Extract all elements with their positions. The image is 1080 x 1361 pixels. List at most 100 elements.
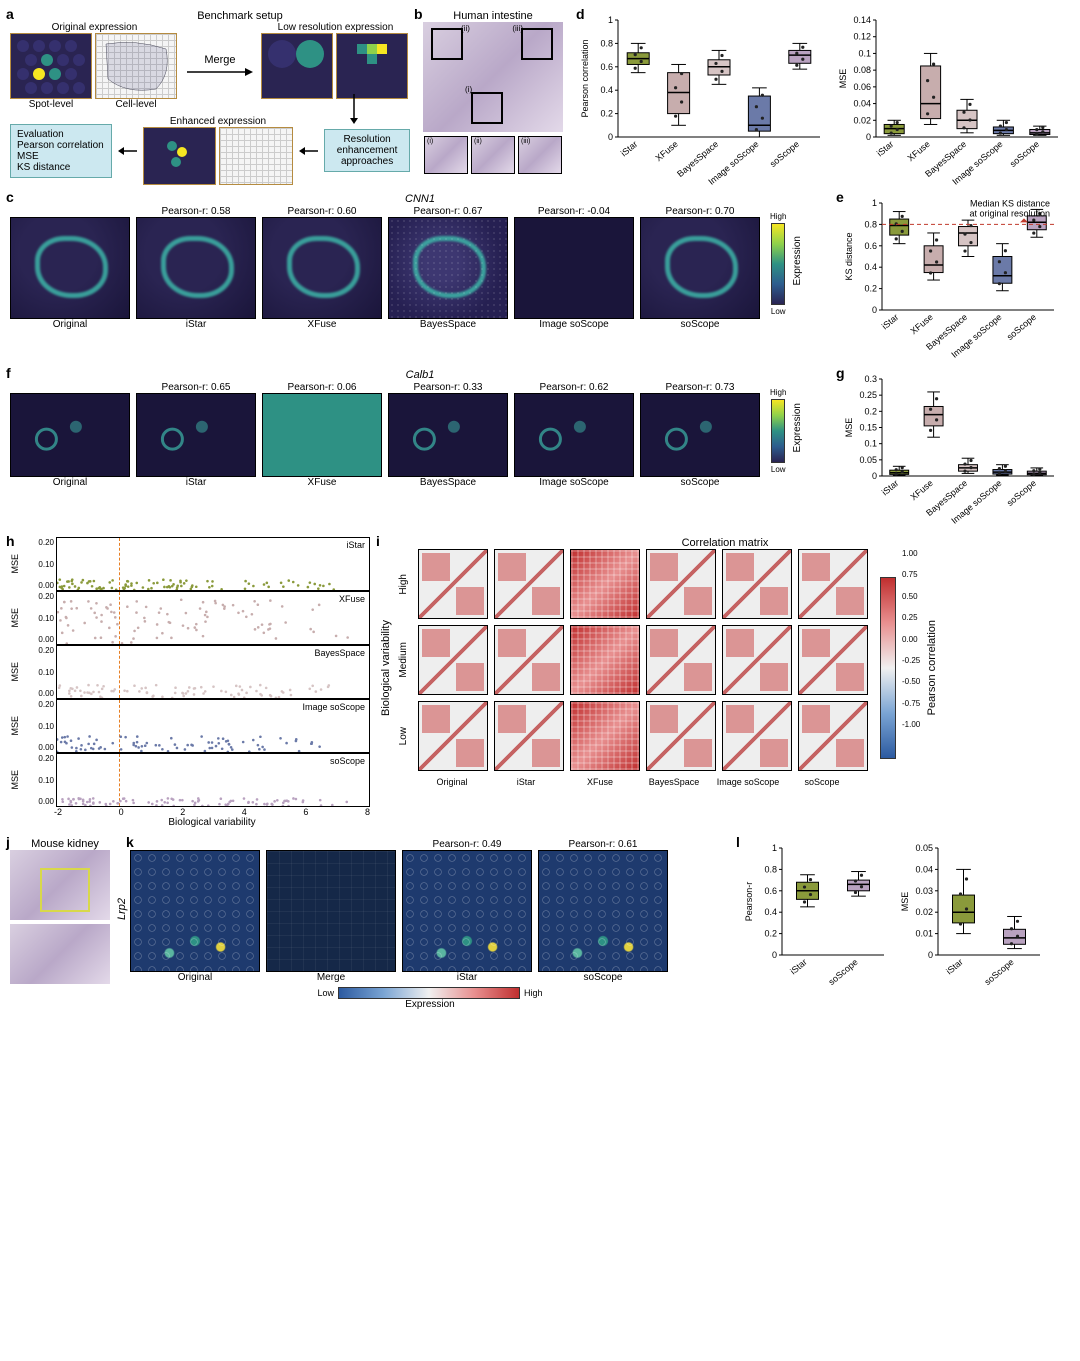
boxplot-e-ks: 00.20.40.60.81KS distanceiStarXFuseBayes… <box>840 193 1060 358</box>
corr-Medium-BayesSpace <box>646 625 716 695</box>
expr-tile-Original <box>10 393 130 477</box>
pearson-label: Pearson-r: 0.67 <box>388 206 508 217</box>
col-label: soScope <box>640 477 760 488</box>
corr-High-BayesSpace <box>646 549 716 619</box>
col-label: iStar <box>136 319 256 330</box>
col-label: XFuse <box>262 319 382 330</box>
pearson-label: Pearson-r: 0.62 <box>514 382 634 393</box>
col-label: Image soScope <box>514 319 634 330</box>
svg-text:0: 0 <box>772 950 777 960</box>
colorbar-expr <box>771 399 785 463</box>
svg-text:MSE: MSE <box>900 892 910 912</box>
scatter-Image-soScope: Image soScope <box>56 699 370 753</box>
label-lowres: Low resolution expression <box>261 22 410 33</box>
col-label: Original <box>10 477 130 488</box>
svg-text:0.08: 0.08 <box>853 65 871 75</box>
boxplot-g-mse: 00.050.10.150.20.250.3MSEiStarXFuseBayes… <box>840 369 1060 524</box>
inset-iii: (iii) <box>518 136 562 174</box>
col-label: soScope <box>640 319 760 330</box>
svg-text:0.2: 0.2 <box>764 929 777 939</box>
enhanced-tile-2 <box>219 127 293 185</box>
svg-text:XFuse: XFuse <box>654 139 680 163</box>
svg-text:0.6: 0.6 <box>864 241 877 251</box>
svg-text:XFuse: XFuse <box>909 478 935 502</box>
pearson-label: Pearson-r: 0.70 <box>640 206 760 217</box>
lowres-spot-tile <box>261 33 333 99</box>
pearson-label: Pearson-r: 0.33 <box>388 382 508 393</box>
col-label: iStar <box>136 477 256 488</box>
svg-text:0.1: 0.1 <box>864 439 877 449</box>
pearson-label: Pearson-r: 0.65 <box>136 382 256 393</box>
corr-Low-XFuse <box>570 701 640 771</box>
spot-level-tile <box>10 33 92 99</box>
scatter-soScope: soScope <box>56 753 370 807</box>
svg-text:soScope: soScope <box>768 139 801 169</box>
svg-text:MSE: MSE <box>838 69 848 89</box>
svg-text:iStar: iStar <box>944 957 965 977</box>
svg-text:0: 0 <box>872 471 877 481</box>
svg-text:iStar: iStar <box>875 139 896 159</box>
expr-tile-soScope <box>640 217 760 319</box>
expr-tile-iStar <box>136 393 256 477</box>
eval-item-1: MSE <box>17 151 105 162</box>
svg-text:XFuse: XFuse <box>906 139 932 163</box>
pearson-label: Pearson-r: 0.06 <box>262 382 382 393</box>
merge-arrow-label: Merge <box>185 54 255 66</box>
svg-text:soScope: soScope <box>983 957 1016 987</box>
cell-level-tile <box>95 33 177 99</box>
panel-j-title: Mouse kidney <box>10 838 120 850</box>
colorbar-k <box>338 987 520 999</box>
svg-text:iStar: iStar <box>788 957 809 977</box>
voro-Merge <box>266 850 396 972</box>
svg-text:0.4: 0.4 <box>864 262 877 272</box>
svg-text:MSE: MSE <box>844 418 854 438</box>
svg-text:0.02: 0.02 <box>853 115 871 125</box>
pearson-label: Pearson-r: 0.60 <box>262 206 382 217</box>
col-label: BayesSpace <box>388 319 508 330</box>
svg-text:0.02: 0.02 <box>915 907 933 917</box>
panel-f-gene: Calb1 <box>10 369 830 381</box>
col-label: Image soScope <box>514 477 634 488</box>
pearson-label: Pearson-r: -0.04 <box>514 206 634 217</box>
svg-text:0.05: 0.05 <box>859 455 877 465</box>
boxplot-l-mse: 00.010.020.030.040.05MSEiStarsoScope <box>896 838 1046 1003</box>
corr-High-soScope <box>798 549 868 619</box>
svg-text:1: 1 <box>772 843 777 853</box>
expr-tile-soScope <box>640 393 760 477</box>
svg-text:1: 1 <box>608 15 613 25</box>
svg-text:XFuse: XFuse <box>909 312 935 336</box>
svg-text:soScope: soScope <box>1008 139 1041 169</box>
svg-text:0.6: 0.6 <box>600 62 613 72</box>
cbar-low-k: Low <box>317 988 334 998</box>
col-label: Original <box>10 319 130 330</box>
lowres-cell-tile <box>336 33 408 99</box>
svg-text:0: 0 <box>872 305 877 315</box>
corr-Low-soScope <box>798 701 868 771</box>
colorbar-pearson <box>880 577 896 759</box>
svg-text:1: 1 <box>872 198 877 208</box>
svg-text:0.6: 0.6 <box>764 886 777 896</box>
panel-k-gene: Lrp2 <box>116 898 128 920</box>
corr-High-Original <box>418 549 488 619</box>
voro-Original <box>130 850 260 972</box>
expr-tile-BayesSpace <box>388 217 508 319</box>
corr-Low-Original <box>418 701 488 771</box>
panel-c-gene: CNN1 <box>10 193 830 205</box>
expr-tile-iStar <box>136 217 256 319</box>
svg-text:0: 0 <box>866 132 871 142</box>
svg-text:soScope: soScope <box>827 957 860 987</box>
arrow-icon <box>299 131 318 171</box>
enhanced-tile-1 <box>143 127 217 185</box>
label-enhanced: Enhanced expression <box>143 116 293 127</box>
boxplot-l-pearson: 00.20.40.60.81Pearson-riStarsoScope <box>740 838 890 1003</box>
corr-Low-BayesSpace <box>646 701 716 771</box>
resolution-box: Resolution enhancement approaches <box>324 129 410 172</box>
pearson-label: Pearson-r: 0.58 <box>136 206 256 217</box>
scatter-iStar: iStar <box>56 537 370 591</box>
svg-text:0: 0 <box>928 950 933 960</box>
svg-text:0.2: 0.2 <box>600 109 613 119</box>
figure-root: a Benchmark setup Original expression <box>10 10 1070 1010</box>
label-original-expr: Original expression <box>10 22 179 33</box>
svg-text:KS distance: KS distance <box>844 232 854 280</box>
colorbar-expr <box>771 223 785 305</box>
